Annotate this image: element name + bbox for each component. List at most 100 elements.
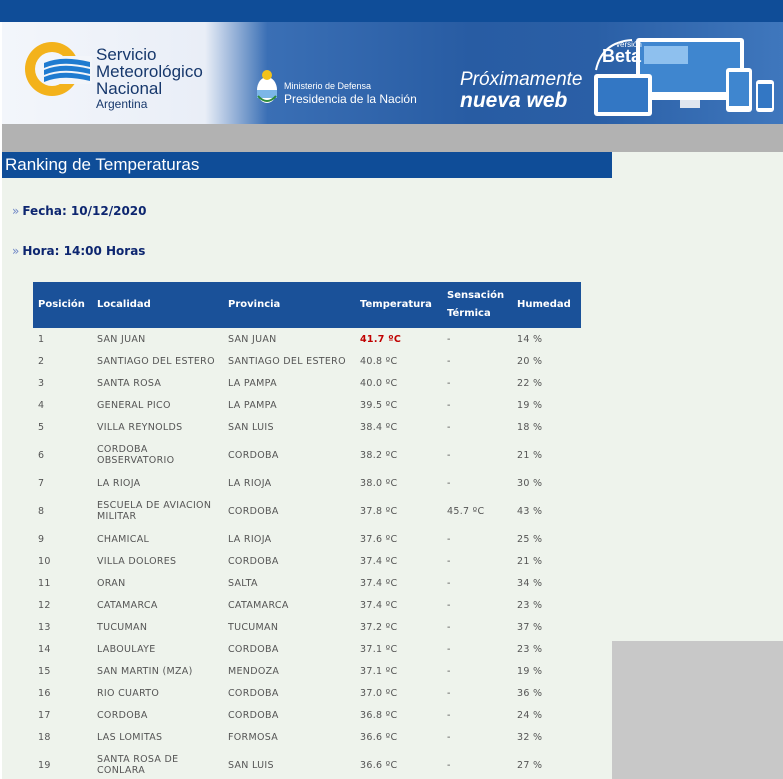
cell-temperatura: 38.0 ºC [360, 477, 398, 489]
hora-label: Hora: 14:00 Horas [22, 244, 146, 258]
right-pane [612, 152, 783, 641]
cell-sensacion: - [447, 665, 451, 677]
table-row: 17 CORDOBA CORDOBA 36.8 ºC - 24 % [33, 704, 581, 726]
localidad-line-1: CORDOBA [97, 709, 148, 721]
double-chevron-right-icon: » [12, 244, 20, 258]
right-gray-block [612, 641, 783, 779]
cell-sensacion: - [447, 477, 451, 489]
cell-humedad: 27 % [517, 759, 543, 771]
col-temperatura: Temperatura [360, 299, 432, 310]
cell-localidad: SANTIAGO DEL ESTERO [92, 350, 223, 372]
ministry-block: Ministerio de Defensa Presidencia de la … [254, 66, 444, 112]
col-provincia: Provincia [228, 299, 281, 310]
cell-provincia: LA PAMPA [228, 399, 277, 411]
logo-line-1: Servicio [96, 45, 157, 64]
table-row: 7 LA RIOJA LA RIOJA 38.0 ºC - 30 % [33, 472, 581, 494]
col-sensacion-line-1: Sensación [447, 290, 505, 301]
cell-temperatura: 40.0 ºC [360, 377, 398, 389]
smn-logo-text: Servicio Meteorológico Nacional Argentin… [96, 46, 203, 111]
smn-logo-icon[interactable] [22, 38, 92, 100]
cell-posicion: 18 [38, 731, 51, 743]
cell-localidad: CORDOBA [92, 704, 223, 726]
cell-provincia: CORDOBA [228, 555, 279, 567]
col-humedad: Humedad [517, 299, 571, 310]
fecha-field: » Fecha: 10/12/2020 [12, 204, 147, 218]
logo-line-2: Meteorológico [96, 62, 203, 81]
devices-illustration-icon [594, 38, 774, 116]
cell-posicion: 9 [38, 533, 45, 545]
cell-humedad: 18 % [517, 421, 543, 433]
cell-sensacion: - [447, 449, 451, 461]
cell-provincia: SAN LUIS [228, 759, 274, 771]
cell-temperatura: 37.0 ºC [360, 687, 398, 699]
cell-temperatura: 37.4 ºC [360, 599, 398, 611]
cell-provincia: TUCUMAN [228, 621, 279, 633]
cell-sensacion: - [447, 759, 451, 771]
cell-humedad: 23 % [517, 643, 543, 655]
cell-sensacion: - [447, 731, 451, 743]
cell-provincia: CORDOBA [228, 687, 279, 699]
cell-humedad: 20 % [517, 355, 543, 367]
cell-localidad: ESCUELA DE AVIACION MILITAR [92, 494, 223, 528]
localidad-line-1: LAS LOMITAS [97, 731, 163, 743]
cell-temperatura: 39.5 ºC [360, 399, 398, 411]
cell-provincia: SALTA [228, 577, 258, 589]
localidad-line-1: SAN MARTIN (MZA) [97, 665, 193, 677]
cell-localidad: LABOULAYE [92, 638, 223, 660]
localidad-line-1: LA RIOJA [97, 477, 141, 489]
promo-line-2: nueva web [460, 89, 568, 112]
cell-posicion: 7 [38, 477, 45, 489]
cell-posicion: 17 [38, 709, 51, 721]
localidad-line-1: SANTA ROSA [97, 377, 162, 389]
cell-humedad: 14 % [517, 333, 543, 345]
cell-humedad: 19 % [517, 399, 543, 411]
cell-localidad: RIO CUARTO [92, 682, 223, 704]
localidad-line-1: VILLA DOLORES [97, 555, 177, 567]
cell-humedad: 30 % [517, 477, 543, 489]
table-row: 18 LAS LOMITAS FORMOSA 36.6 ºC - 32 % [33, 726, 581, 748]
cell-humedad: 37 % [517, 621, 543, 633]
cell-humedad: 32 % [517, 731, 543, 743]
col-localidad: Localidad [97, 299, 151, 310]
cell-sensacion: - [447, 577, 451, 589]
table-row: 14 LABOULAYE CORDOBA 37.1 ºC - 23 % [33, 638, 581, 660]
cell-localidad: LA RIOJA [92, 472, 223, 494]
logo-line-4: Argentina [96, 97, 148, 111]
localidad-line-1: LABOULAYE [97, 643, 156, 655]
logo-line-3: Nacional [96, 79, 163, 98]
table-row: 6 CORDOBA OBSERVATORIO CORDOBA 38.2 ºC -21 % [33, 438, 581, 472]
cell-posicion: 12 [38, 599, 51, 611]
localidad-line-2: OBSERVATORIO [97, 455, 175, 466]
table-row: 19 SANTA ROSA DE CONLARA SAN LUIS 36.6 ºC - 27… [33, 748, 581, 779]
localidad-line-2: MILITAR [97, 511, 137, 522]
col-sensacion-line-2: Térmica [447, 308, 491, 319]
cell-temperatura: 37.8 ºC [360, 505, 398, 517]
table-body: 1 SAN JUAN SAN JUAN 41.7 ºC - 14 % 2 SANTIAGO D… [33, 328, 581, 779]
beta-version-label: versión [616, 40, 642, 49]
cell-posicion: 5 [38, 421, 45, 433]
cell-temperatura: 37.1 ºC [360, 665, 398, 677]
cell-provincia: LA RIOJA [228, 533, 272, 545]
cell-localidad: VILLA DOLORES [92, 550, 223, 572]
cell-humedad: 23 % [517, 599, 543, 611]
cell-temperatura: 37.1 ºC [360, 643, 398, 655]
table-row: 3 SANTA ROSA LA PAMPA 40.0 ºC - 22 % [33, 372, 581, 394]
cell-localidad: SAN JUAN [92, 328, 223, 350]
ministry-line-2: Presidencia de la Nación [284, 92, 417, 106]
localidad-line-2: CONLARA [97, 765, 146, 776]
localidad-line-1: GENERAL PICO [97, 399, 171, 411]
cell-provincia: MENDOZA [228, 665, 280, 677]
cell-humedad: 21 % [517, 449, 543, 461]
cell-posicion: 14 [38, 643, 51, 655]
cell-sensacion: - [447, 421, 451, 433]
table-row: 13 TUCUMAN TUCUMAN 37.2 ºC - 37 % [33, 616, 581, 638]
new-web-promo[interactable]: Próximamente nueva web [460, 70, 583, 112]
cell-provincia: CATAMARCA [228, 599, 289, 611]
cell-localidad: GENERAL PICO [92, 394, 223, 416]
cell-provincia: SAN LUIS [228, 421, 274, 433]
cell-localidad: SAN MARTIN (MZA) [92, 660, 223, 682]
cell-temperatura: 38.2 ºC [360, 449, 398, 461]
cell-sensacion: - [447, 555, 451, 567]
fecha-label: Fecha: 10/12/2020 [22, 204, 147, 218]
cell-sensacion: - [447, 399, 451, 411]
